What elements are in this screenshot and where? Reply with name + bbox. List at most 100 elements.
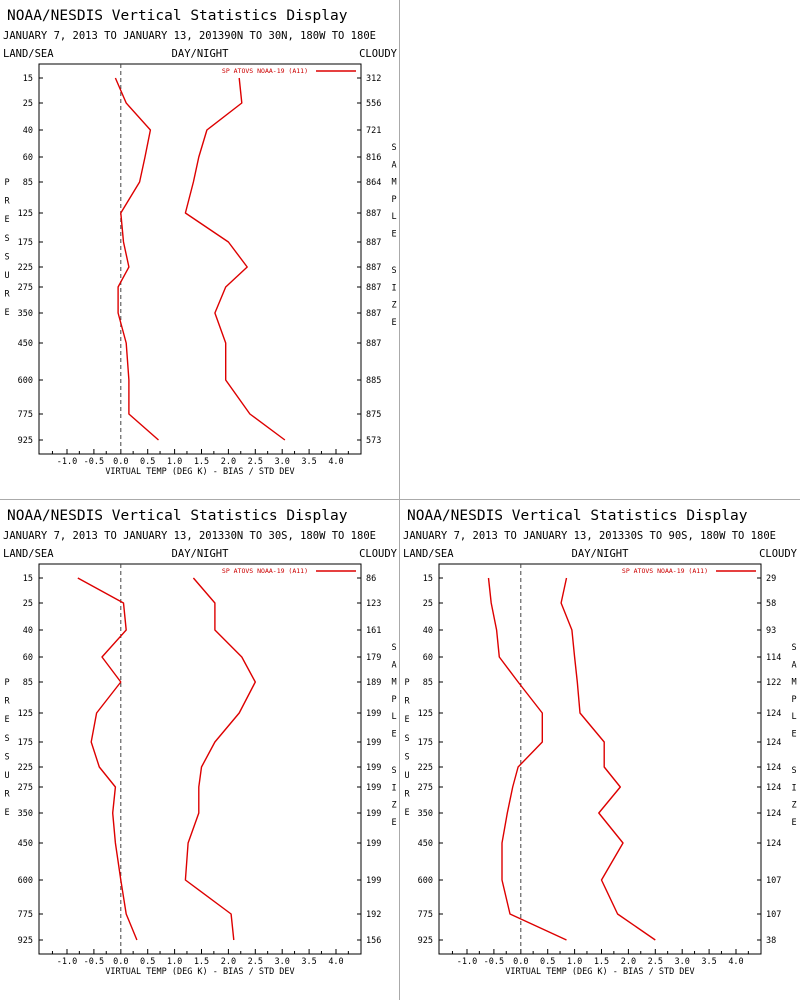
chart-title: NOAA/NESDIS Vertical Statistics Display: [7, 508, 348, 524]
pressure-level-label: 175: [18, 238, 33, 248]
sample-size-label: 199: [366, 876, 381, 886]
pressure-level-label: 275: [418, 783, 433, 793]
x-tick-label: 3.5: [701, 957, 716, 967]
x-tick-label: 2.5: [648, 957, 663, 967]
pressure-level-label: 600: [18, 876, 33, 886]
sample-size-label: 199: [366, 839, 381, 849]
legend-label: SP ATOVS NOAA-19 (A11): [622, 567, 708, 575]
sample-size-label: 887: [366, 309, 381, 319]
sample-size-label: 156: [366, 936, 381, 946]
cloudy-label: CLOUDY: [759, 548, 798, 560]
sample-size-label: 93: [766, 626, 776, 636]
std-dev-series-line: [560, 577, 656, 941]
sample-size-label: 124: [766, 783, 781, 793]
pressure-level-label: 600: [418, 876, 433, 886]
day-night-label: DAY/NIGHT: [172, 48, 230, 60]
sample-size-label: 124: [766, 738, 781, 748]
x-tick-label: -1.0: [57, 457, 77, 467]
pressure-level-label: 15: [423, 574, 433, 584]
sample-size-label: 192: [366, 910, 381, 920]
sample-size-label: 887: [366, 209, 381, 219]
pressure-level-label: 275: [18, 283, 33, 293]
chart-svg: NOAA/NESDIS Vertical Statistics Display J…: [3, 8, 398, 477]
chart-panel-90n-30n: NOAA/NESDIS Vertical Statistics Display J…: [0, 0, 400, 500]
day-night-label: DAY/NIGHT: [572, 548, 630, 560]
x-tick-label: 3.0: [275, 457, 290, 467]
land-sea-label: LAND/SEA: [3, 548, 54, 560]
sample-size-label: 199: [366, 738, 381, 748]
sample-size-label: 199: [366, 709, 381, 719]
x-tick-label: -0.5: [484, 957, 504, 967]
x-tick-label: 1.5: [594, 957, 609, 967]
sample-size-label: 107: [766, 910, 781, 920]
sample-size-label: 721: [366, 126, 381, 136]
bias-series-line: [487, 577, 567, 941]
sample-size-label: 312: [366, 74, 381, 84]
pressure-level-label: 450: [418, 839, 433, 849]
sample-size-label: 124: [766, 763, 781, 773]
x-tick-label: -0.5: [84, 457, 104, 467]
sample-size-label: 816: [366, 153, 381, 163]
pressure-level-label: 125: [18, 709, 33, 719]
pressure-level-label: 775: [418, 910, 433, 920]
pressure-level-label: 175: [18, 738, 33, 748]
legend-label: SP ATOVS NOAA-19 (A11): [222, 567, 308, 575]
bias-series-line: [114, 77, 159, 441]
pressure-level-label: 25: [23, 599, 33, 609]
divider-horizontal: [0, 499, 800, 500]
pressure-level-label: 775: [18, 410, 33, 420]
chart-subtitle: JANUARY 7, 2013 TO JANUARY 13, 201330S T…: [403, 530, 776, 542]
pressure-level-label: 225: [418, 763, 433, 773]
pressure-level-label: 775: [18, 910, 33, 920]
sample-size-label: 29: [766, 574, 776, 584]
divider-vertical: [399, 0, 400, 1000]
x-tick-label: 3.5: [301, 457, 316, 467]
x-tick-label: 3.0: [275, 957, 290, 967]
pressure-level-label: 350: [18, 309, 33, 319]
sample-size-label: 189: [366, 678, 381, 688]
legend-label: SP ATOVS NOAA-19 (A11): [222, 67, 308, 75]
x-tick-label: 0.0: [113, 457, 128, 467]
sample-size-label: 199: [366, 763, 381, 773]
cloudy-label: CLOUDY: [359, 48, 398, 60]
pressure-level-label: 225: [18, 263, 33, 273]
sample-size-label: 124: [766, 839, 781, 849]
pressure-level-label: 925: [418, 936, 433, 946]
sample-size-label: 161: [366, 626, 381, 636]
x-axis-label: VIRTUAL TEMP (DEG K) - BIAS / STD DEV: [505, 967, 694, 977]
sample-size-label: 124: [766, 709, 781, 719]
x-tick-label: 0.5: [140, 957, 155, 967]
sample-size-label: 864: [366, 178, 381, 188]
chart-title: NOAA/NESDIS Vertical Statistics Display: [7, 8, 348, 24]
x-tick-label: -0.5: [84, 957, 104, 967]
chart-subtitle: JANUARY 7, 2013 TO JANUARY 13, 201330N T…: [3, 530, 376, 542]
x-tick-label: 2.0: [221, 957, 236, 967]
pressure-level-label: 40: [23, 626, 33, 636]
chart-panel-30s-90s: NOAA/NESDIS Vertical Statistics Display J…: [400, 500, 800, 1000]
x-tick-label: 1.0: [567, 957, 582, 967]
sample-size-label: 199: [366, 809, 381, 819]
x-tick-label: 2.0: [621, 957, 636, 967]
x-tick-label: 0.5: [140, 457, 155, 467]
sample-size-label: 573: [366, 436, 381, 446]
x-axis-label: VIRTUAL TEMP (DEG K) - BIAS / STD DEV: [105, 967, 294, 977]
x-tick-label: 4.0: [328, 957, 343, 967]
chart-subtitle: JANUARY 7, 2013 TO JANUARY 13, 201390N T…: [3, 30, 376, 42]
sample-size-label: 122: [766, 678, 781, 688]
x-tick-label: 0.5: [540, 957, 555, 967]
pressure-level-label: 60: [23, 653, 33, 663]
pressure-level-label: 350: [418, 809, 433, 819]
x-tick-label: 2.5: [248, 457, 263, 467]
chart-panel-30n-30s: NOAA/NESDIS Vertical Statistics Display J…: [0, 500, 400, 1000]
cloudy-label: CLOUDY: [359, 548, 398, 560]
pressure-level-label: 350: [18, 809, 33, 819]
pressure-level-label: 600: [18, 376, 33, 386]
x-tick-label: 0.0: [113, 957, 128, 967]
x-tick-label: 2.5: [248, 957, 263, 967]
x-tick-label: 1.0: [167, 957, 182, 967]
